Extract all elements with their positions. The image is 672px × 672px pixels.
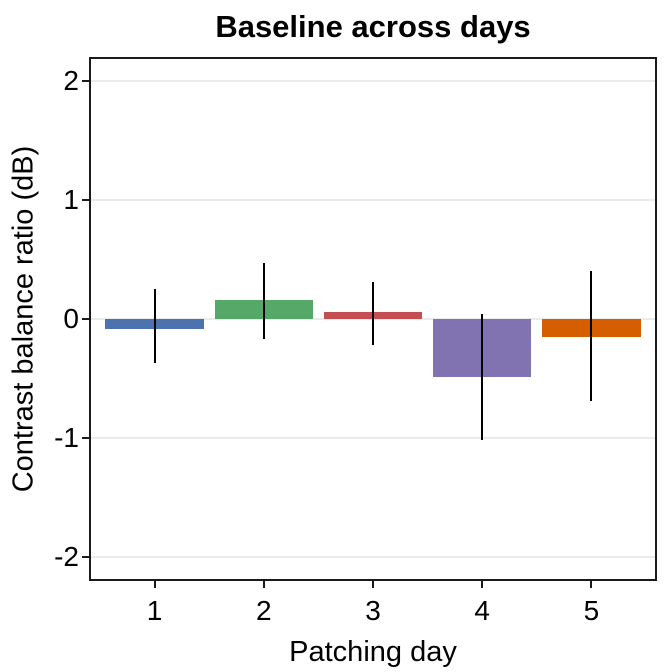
y-tick-mark-1 [82,198,89,201]
x-tick-label-5: 5 [583,595,600,626]
x-axis-title: Patching day [289,636,457,668]
error-bar-day-1 [153,289,156,364]
x-tick-mark-1 [153,581,156,588]
x-tick-mark-4 [481,581,484,588]
error-bar-day-5 [590,271,593,402]
gridline-y--1 [89,437,657,440]
error-bar-day-4 [481,314,484,441]
gridline-y-1 [89,198,657,201]
x-tick-label-4: 4 [474,595,490,626]
x-tick-label-1: 1 [146,595,163,626]
x-tick-mark-5 [590,581,593,588]
error-bar-day-3 [372,282,374,346]
y-tick-label-0: 0 [63,303,79,334]
panel-border [89,57,657,581]
y-tick-mark--2 [82,556,89,559]
y-tick-label--1: -1 [54,422,79,454]
plot-panel [89,57,657,581]
y-tick-mark--1 [82,437,89,440]
x-tick-mark-3 [372,581,374,588]
x-tick-label-2: 2 [255,595,272,626]
y-tick-label--2: -2 [54,541,79,573]
gridline-y-2 [89,79,657,82]
y-tick-label-1: 1 [63,183,79,215]
gridline-y--2 [89,556,657,559]
y-tick-label-2: 2 [63,64,79,96]
x-tick-mark-2 [262,581,265,588]
error-bar-day-2 [262,263,265,340]
x-tick-label-3: 3 [365,595,381,626]
y-tick-mark-2 [82,79,89,82]
y-tick-mark-0 [82,318,89,320]
chart-title: Baseline across days [215,9,531,44]
